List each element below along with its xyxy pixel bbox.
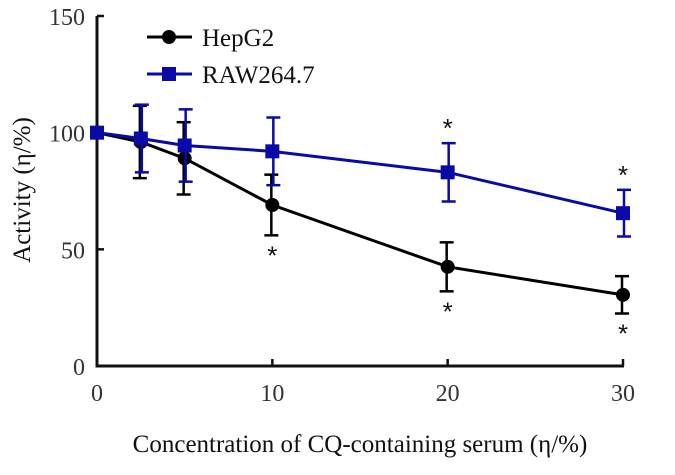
data-point — [616, 206, 630, 221]
x-tick-label: 30 — [611, 381, 635, 407]
significance-marker: * — [443, 113, 453, 143]
significance-marker: * — [443, 296, 453, 326]
legend-label: RAW264.7 — [202, 62, 315, 89]
data-point — [265, 144, 280, 159]
series-layer: ***** — [90, 103, 631, 349]
data-point — [177, 138, 192, 153]
series-line — [96, 131, 624, 297]
legend: HepG2 RAW264.7 — [147, 25, 315, 89]
series-raw264-7: ** — [90, 103, 631, 238]
x-axis-title: Concentration of CQ-containing serum (η/… — [133, 431, 588, 458]
y-tick-label: 100 — [49, 122, 85, 148]
y-axis-title: Activity (η/%) — [9, 117, 36, 263]
legend-item: HepG2 — [147, 25, 274, 52]
legend-item: RAW264.7 — [147, 62, 315, 89]
data-point — [265, 198, 280, 212]
significance-marker: * — [267, 240, 277, 270]
y-tick-label: 50 — [61, 238, 85, 264]
legend-marker — [162, 30, 176, 44]
series-line — [96, 131, 624, 215]
data-point — [440, 165, 455, 180]
x-tick-label: 20 — [436, 381, 460, 407]
y-axis-ticks: 0 50 100 150 — [49, 5, 104, 381]
legend-marker — [162, 67, 176, 81]
y-tick-label: 150 — [49, 5, 85, 31]
x-tick-label: 0 — [91, 381, 103, 407]
significance-marker: * — [618, 160, 628, 190]
data-point — [90, 125, 104, 140]
significance-marker: * — [618, 319, 628, 349]
y-tick-label: 0 — [73, 355, 85, 381]
data-point — [616, 287, 630, 302]
legend-label: HepG2 — [202, 25, 274, 52]
data-point — [133, 131, 148, 146]
x-axis-ticks: 0 10 20 30 — [91, 359, 635, 407]
data-point — [440, 259, 455, 274]
x-tick-label: 10 — [260, 381, 284, 407]
